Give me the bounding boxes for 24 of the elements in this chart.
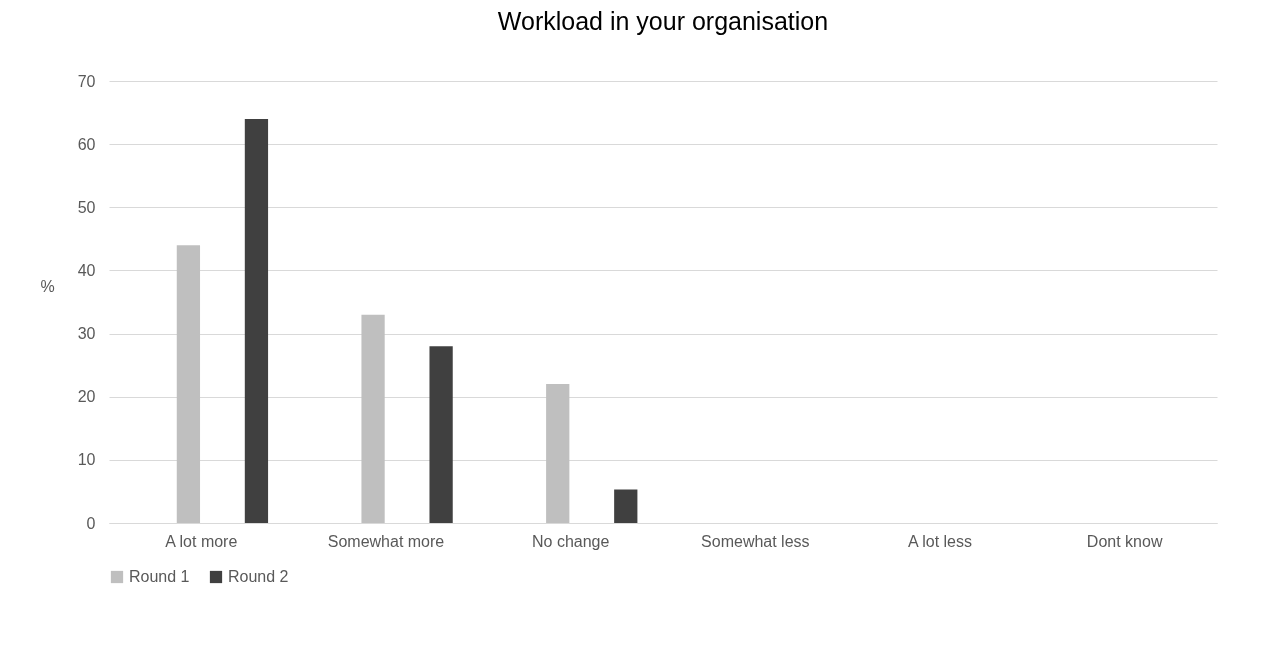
x-tick-label: Somewhat more [327,532,445,550]
y-tick-label: 30 [77,325,96,343]
bar [614,489,638,523]
y-tick-label: 10 [77,451,96,469]
y-tick-label: 50 [77,198,96,216]
chart-title: Workload in your organisation [497,7,829,35]
x-tick-label: Somewhat less [701,532,810,550]
x-tick-label: No change [531,532,610,550]
y-tick-label: 60 [77,135,96,153]
bar [361,314,385,523]
x-tick-label: A lot less [907,532,973,550]
x-tick-label: Dont know [1086,532,1163,550]
y-tick-label: 70 [77,72,96,90]
bar [244,118,269,523]
y-axis-title: % [40,277,55,295]
legend-label: Round 1 [129,568,190,585]
legend-label: Round 2 [228,568,289,585]
bar [546,384,570,523]
y-tick-label: 0 [86,514,96,532]
x-tick-label: A lot more [165,532,238,550]
y-tick-label: 20 [77,388,96,406]
y-tick-label: 40 [77,261,96,279]
bar [429,346,453,523]
bar [176,245,201,523]
